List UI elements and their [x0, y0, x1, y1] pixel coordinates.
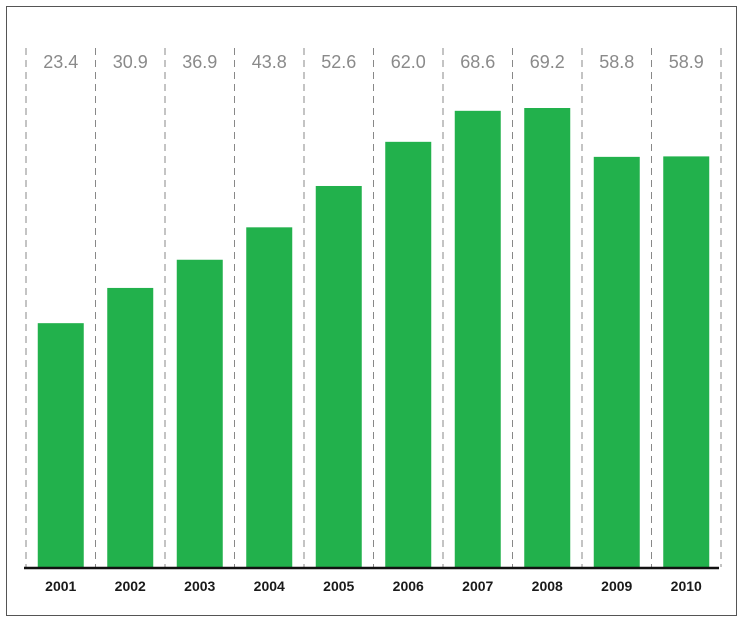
value-labels: 23.4 30.9 36.9 43.8 52.6 62.0 68.6 69.2 58.8 58.9 — [43, 52, 704, 72]
value-label-2005: 52.6 — [321, 52, 356, 72]
tick-label-2005: 2005 — [323, 578, 354, 594]
separator-lines — [25, 48, 722, 567]
bar-series — [37, 108, 710, 568]
value-label-2001: 23.4 — [43, 52, 78, 72]
tick-label-2002: 2002 — [115, 578, 146, 594]
bar-2007 — [454, 110, 501, 567]
bar-2001 — [37, 323, 84, 567]
bar-2010 — [663, 156, 710, 568]
tick-label-2008: 2008 — [532, 578, 563, 594]
value-label-2007: 68.6 — [460, 52, 495, 72]
value-label-2003: 36.9 — [182, 52, 217, 72]
tick-label-2006: 2006 — [393, 578, 424, 594]
value-label-2004: 43.8 — [252, 52, 287, 72]
value-label-2010: 58.9 — [669, 52, 704, 72]
bar-2004 — [246, 227, 293, 567]
bar-2008 — [524, 108, 571, 567]
tick-label-2009: 2009 — [601, 578, 632, 594]
tick-label-2003: 2003 — [184, 578, 215, 594]
bar-2005 — [315, 185, 362, 567]
bar-2006 — [385, 141, 432, 568]
tick-label-2007: 2007 — [462, 578, 493, 594]
tick-label-2004: 2004 — [254, 578, 285, 594]
bar-2002 — [107, 287, 154, 567]
bar-2009 — [593, 156, 640, 567]
bar-2003 — [176, 259, 223, 567]
value-label-2008: 69.2 — [530, 52, 565, 72]
value-label-2002: 30.9 — [113, 52, 148, 72]
tick-label-2010: 2010 — [671, 578, 702, 594]
value-label-2006: 62.0 — [391, 52, 426, 72]
tick-label-2001: 2001 — [45, 578, 76, 594]
value-label-2009: 58.8 — [599, 52, 634, 72]
x-axis-tick-labels: 2001 2002 2003 2004 2005 2006 2007 2008 2009 2010 — [45, 578, 702, 594]
